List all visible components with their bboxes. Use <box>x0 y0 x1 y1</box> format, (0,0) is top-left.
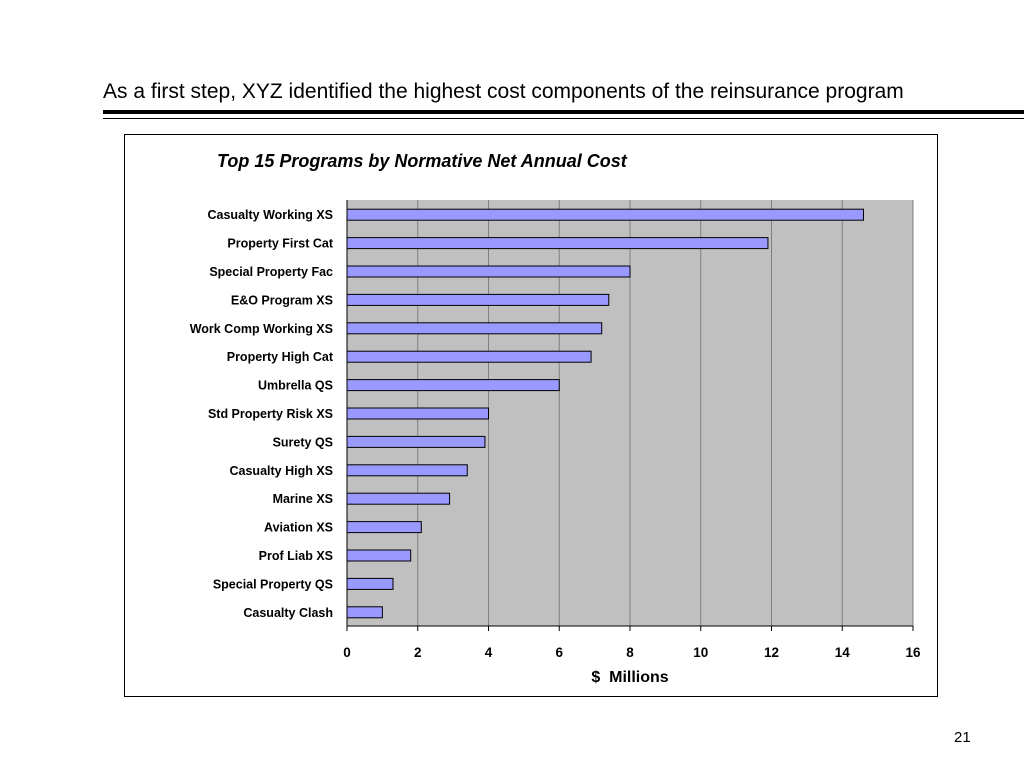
category-label: Casualty High XS <box>230 464 334 478</box>
title-rule-thin <box>103 118 1024 119</box>
category-label: Prof Liab XS <box>259 549 333 563</box>
bar <box>346 350 592 363</box>
bar <box>346 464 468 477</box>
x-tick-label: 8 <box>626 645 634 660</box>
bar <box>346 407 489 420</box>
category-label: Marine XS <box>273 492 333 506</box>
category-label: Property First Cat <box>227 237 333 251</box>
x-tick-label: 0 <box>343 645 351 660</box>
x-tick-label: 16 <box>905 645 921 660</box>
category-label: Property High Cat <box>227 350 334 364</box>
bar <box>346 265 631 278</box>
x-tick-label: 10 <box>693 645 708 660</box>
category-label: Special Property Fac <box>209 265 333 279</box>
bar <box>346 208 864 221</box>
category-label: Special Property QS <box>213 577 333 591</box>
category-label: Casualty Working XS <box>208 208 334 222</box>
bar <box>346 379 560 392</box>
x-tick-label: 4 <box>485 645 493 660</box>
bar <box>346 237 769 250</box>
x-tick-label: 2 <box>414 645 422 660</box>
x-tick-label: 12 <box>764 645 779 660</box>
category-label: Aviation XS <box>264 521 333 535</box>
category-label: Umbrella QS <box>258 379 333 393</box>
bar <box>346 521 422 534</box>
category-label: Std Property Risk XS <box>208 407 333 421</box>
x-tick-label: 6 <box>555 645 563 660</box>
x-tick-label: 14 <box>835 645 851 660</box>
category-label: Surety QS <box>273 435 333 449</box>
category-label: E&O Program XS <box>231 293 333 307</box>
bar <box>346 606 383 619</box>
bar <box>346 492 451 505</box>
title-rule-thick <box>103 110 1024 114</box>
slide-title: As a first step, XYZ identified the high… <box>103 80 904 103</box>
chart-title: Top 15 Programs by Normative Net Annual … <box>217 151 627 171</box>
bar <box>346 577 394 590</box>
bar <box>346 322 603 335</box>
bar <box>346 293 610 306</box>
bar <box>346 549 412 562</box>
category-label: Casualty Clash <box>243 606 333 620</box>
category-label: Work Comp Working XS <box>190 322 333 336</box>
page-number: 21 <box>954 729 971 746</box>
x-axis-title: $ Millions <box>591 669 668 686</box>
bar <box>346 435 486 448</box>
